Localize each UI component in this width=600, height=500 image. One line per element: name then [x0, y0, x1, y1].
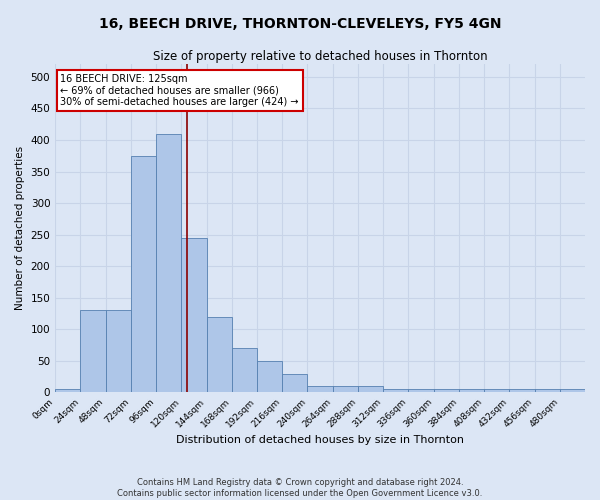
- Bar: [206, 316, 232, 392]
- Bar: [332, 386, 358, 392]
- Bar: [409, 390, 434, 392]
- Bar: [535, 390, 560, 392]
- Text: 16, BEECH DRIVE, THORNTON-CLEVELEYS, FY5 4GN: 16, BEECH DRIVE, THORNTON-CLEVELEYS, FY5…: [99, 18, 501, 32]
- Y-axis label: Number of detached properties: Number of detached properties: [15, 146, 25, 310]
- Bar: [307, 386, 332, 392]
- Bar: [509, 390, 535, 392]
- Bar: [106, 310, 131, 392]
- Bar: [383, 390, 409, 392]
- Bar: [232, 348, 257, 393]
- Bar: [434, 390, 459, 392]
- Bar: [484, 390, 509, 392]
- Bar: [257, 361, 282, 392]
- Bar: [560, 390, 585, 392]
- Bar: [282, 374, 307, 392]
- Text: Contains HM Land Registry data © Crown copyright and database right 2024.
Contai: Contains HM Land Registry data © Crown c…: [118, 478, 482, 498]
- Bar: [459, 390, 484, 392]
- Title: Size of property relative to detached houses in Thornton: Size of property relative to detached ho…: [153, 50, 487, 63]
- X-axis label: Distribution of detached houses by size in Thornton: Distribution of detached houses by size …: [176, 435, 464, 445]
- Bar: [181, 238, 206, 392]
- Bar: [80, 310, 106, 392]
- Bar: [358, 386, 383, 392]
- Bar: [156, 134, 181, 392]
- Text: 16 BEECH DRIVE: 125sqm
← 69% of detached houses are smaller (966)
30% of semi-de: 16 BEECH DRIVE: 125sqm ← 69% of detached…: [61, 74, 299, 107]
- Bar: [131, 156, 156, 392]
- Bar: [55, 390, 80, 392]
